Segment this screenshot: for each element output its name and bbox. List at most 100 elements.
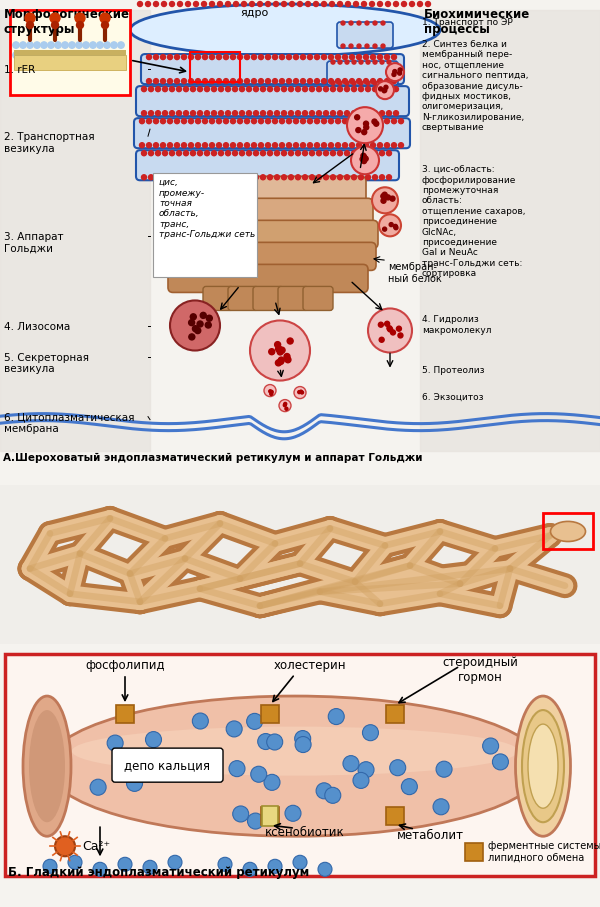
Circle shape xyxy=(209,79,215,83)
Circle shape xyxy=(366,60,370,64)
Circle shape xyxy=(226,87,230,92)
Text: ксенобиотик: ксенобиотик xyxy=(265,826,345,839)
Text: 6. Цитоплазматическая
мембрана: 6. Цитоплазматическая мембрана xyxy=(4,413,134,434)
Circle shape xyxy=(296,87,301,92)
Circle shape xyxy=(155,175,161,180)
Bar xyxy=(14,55,126,70)
Circle shape xyxy=(287,142,292,148)
Circle shape xyxy=(97,42,103,48)
Text: холестерин: холестерин xyxy=(274,659,346,672)
Circle shape xyxy=(212,175,217,180)
Circle shape xyxy=(55,52,61,58)
Circle shape xyxy=(289,111,293,116)
Circle shape xyxy=(348,575,362,589)
Circle shape xyxy=(154,54,158,60)
Circle shape xyxy=(377,2,383,6)
Circle shape xyxy=(294,386,306,398)
Circle shape xyxy=(301,119,305,123)
Circle shape xyxy=(41,42,47,48)
Circle shape xyxy=(146,142,151,148)
Circle shape xyxy=(337,87,343,92)
Circle shape xyxy=(163,151,167,156)
Circle shape xyxy=(398,71,401,75)
Circle shape xyxy=(184,151,188,156)
Circle shape xyxy=(289,175,293,180)
Circle shape xyxy=(403,559,417,572)
Circle shape xyxy=(217,54,221,60)
Circle shape xyxy=(196,54,200,60)
Text: Б. Гладкий эндоплазматический ретикулум: Б. Гладкий эндоплазматический ретикулум xyxy=(8,866,309,879)
Ellipse shape xyxy=(551,522,586,541)
Circle shape xyxy=(142,87,146,92)
Circle shape xyxy=(377,142,383,148)
Circle shape xyxy=(371,142,376,148)
Circle shape xyxy=(356,54,361,60)
Circle shape xyxy=(274,2,278,6)
Circle shape xyxy=(394,87,398,92)
Circle shape xyxy=(368,308,412,353)
Circle shape xyxy=(265,2,271,6)
Circle shape xyxy=(212,111,217,116)
Circle shape xyxy=(233,87,238,92)
Circle shape xyxy=(358,762,374,777)
Circle shape xyxy=(185,2,191,6)
Circle shape xyxy=(355,115,359,120)
Circle shape xyxy=(139,119,145,123)
Circle shape xyxy=(281,151,287,156)
Circle shape xyxy=(70,543,90,563)
Circle shape xyxy=(379,214,401,237)
Circle shape xyxy=(111,52,117,58)
Circle shape xyxy=(118,52,124,58)
Bar xyxy=(10,10,130,95)
Circle shape xyxy=(376,81,394,99)
Circle shape xyxy=(296,151,301,156)
Circle shape xyxy=(233,175,238,180)
Circle shape xyxy=(43,859,57,873)
Circle shape xyxy=(176,175,182,180)
Circle shape xyxy=(191,111,196,116)
Circle shape xyxy=(453,577,467,590)
Circle shape xyxy=(163,111,167,116)
Circle shape xyxy=(20,42,26,48)
Circle shape xyxy=(118,42,124,48)
Circle shape xyxy=(329,142,334,148)
Circle shape xyxy=(223,79,229,83)
Circle shape xyxy=(371,54,376,60)
FancyBboxPatch shape xyxy=(253,287,283,310)
Circle shape xyxy=(280,142,284,148)
Circle shape xyxy=(265,79,271,83)
Circle shape xyxy=(170,175,175,180)
Circle shape xyxy=(191,175,196,180)
Circle shape xyxy=(233,806,249,822)
Circle shape xyxy=(357,21,361,25)
Circle shape xyxy=(69,52,75,58)
Circle shape xyxy=(293,79,299,83)
Circle shape xyxy=(390,760,406,775)
Circle shape xyxy=(345,81,349,85)
Circle shape xyxy=(372,119,377,124)
Circle shape xyxy=(76,42,82,48)
Circle shape xyxy=(383,88,387,93)
Circle shape xyxy=(329,119,334,123)
Circle shape xyxy=(337,151,343,156)
Circle shape xyxy=(301,391,304,394)
Circle shape xyxy=(233,151,238,156)
Circle shape xyxy=(364,79,368,83)
Circle shape xyxy=(384,85,388,89)
Circle shape xyxy=(55,836,75,856)
Circle shape xyxy=(317,111,322,116)
Circle shape xyxy=(175,142,179,148)
Text: А.Шероховатый эндоплазматический ретикулум и аппарат Гольджи: А.Шероховатый эндоплазматический ретикул… xyxy=(3,453,422,463)
Text: 5. Протеолиз: 5. Протеолиз xyxy=(422,366,485,375)
Circle shape xyxy=(13,52,19,58)
Circle shape xyxy=(127,775,143,792)
Circle shape xyxy=(155,87,161,92)
Circle shape xyxy=(302,111,308,116)
Circle shape xyxy=(226,2,230,6)
Circle shape xyxy=(48,42,54,48)
Circle shape xyxy=(346,2,350,6)
Circle shape xyxy=(218,2,223,6)
Circle shape xyxy=(200,312,206,318)
Circle shape xyxy=(482,738,499,754)
FancyBboxPatch shape xyxy=(303,287,333,310)
